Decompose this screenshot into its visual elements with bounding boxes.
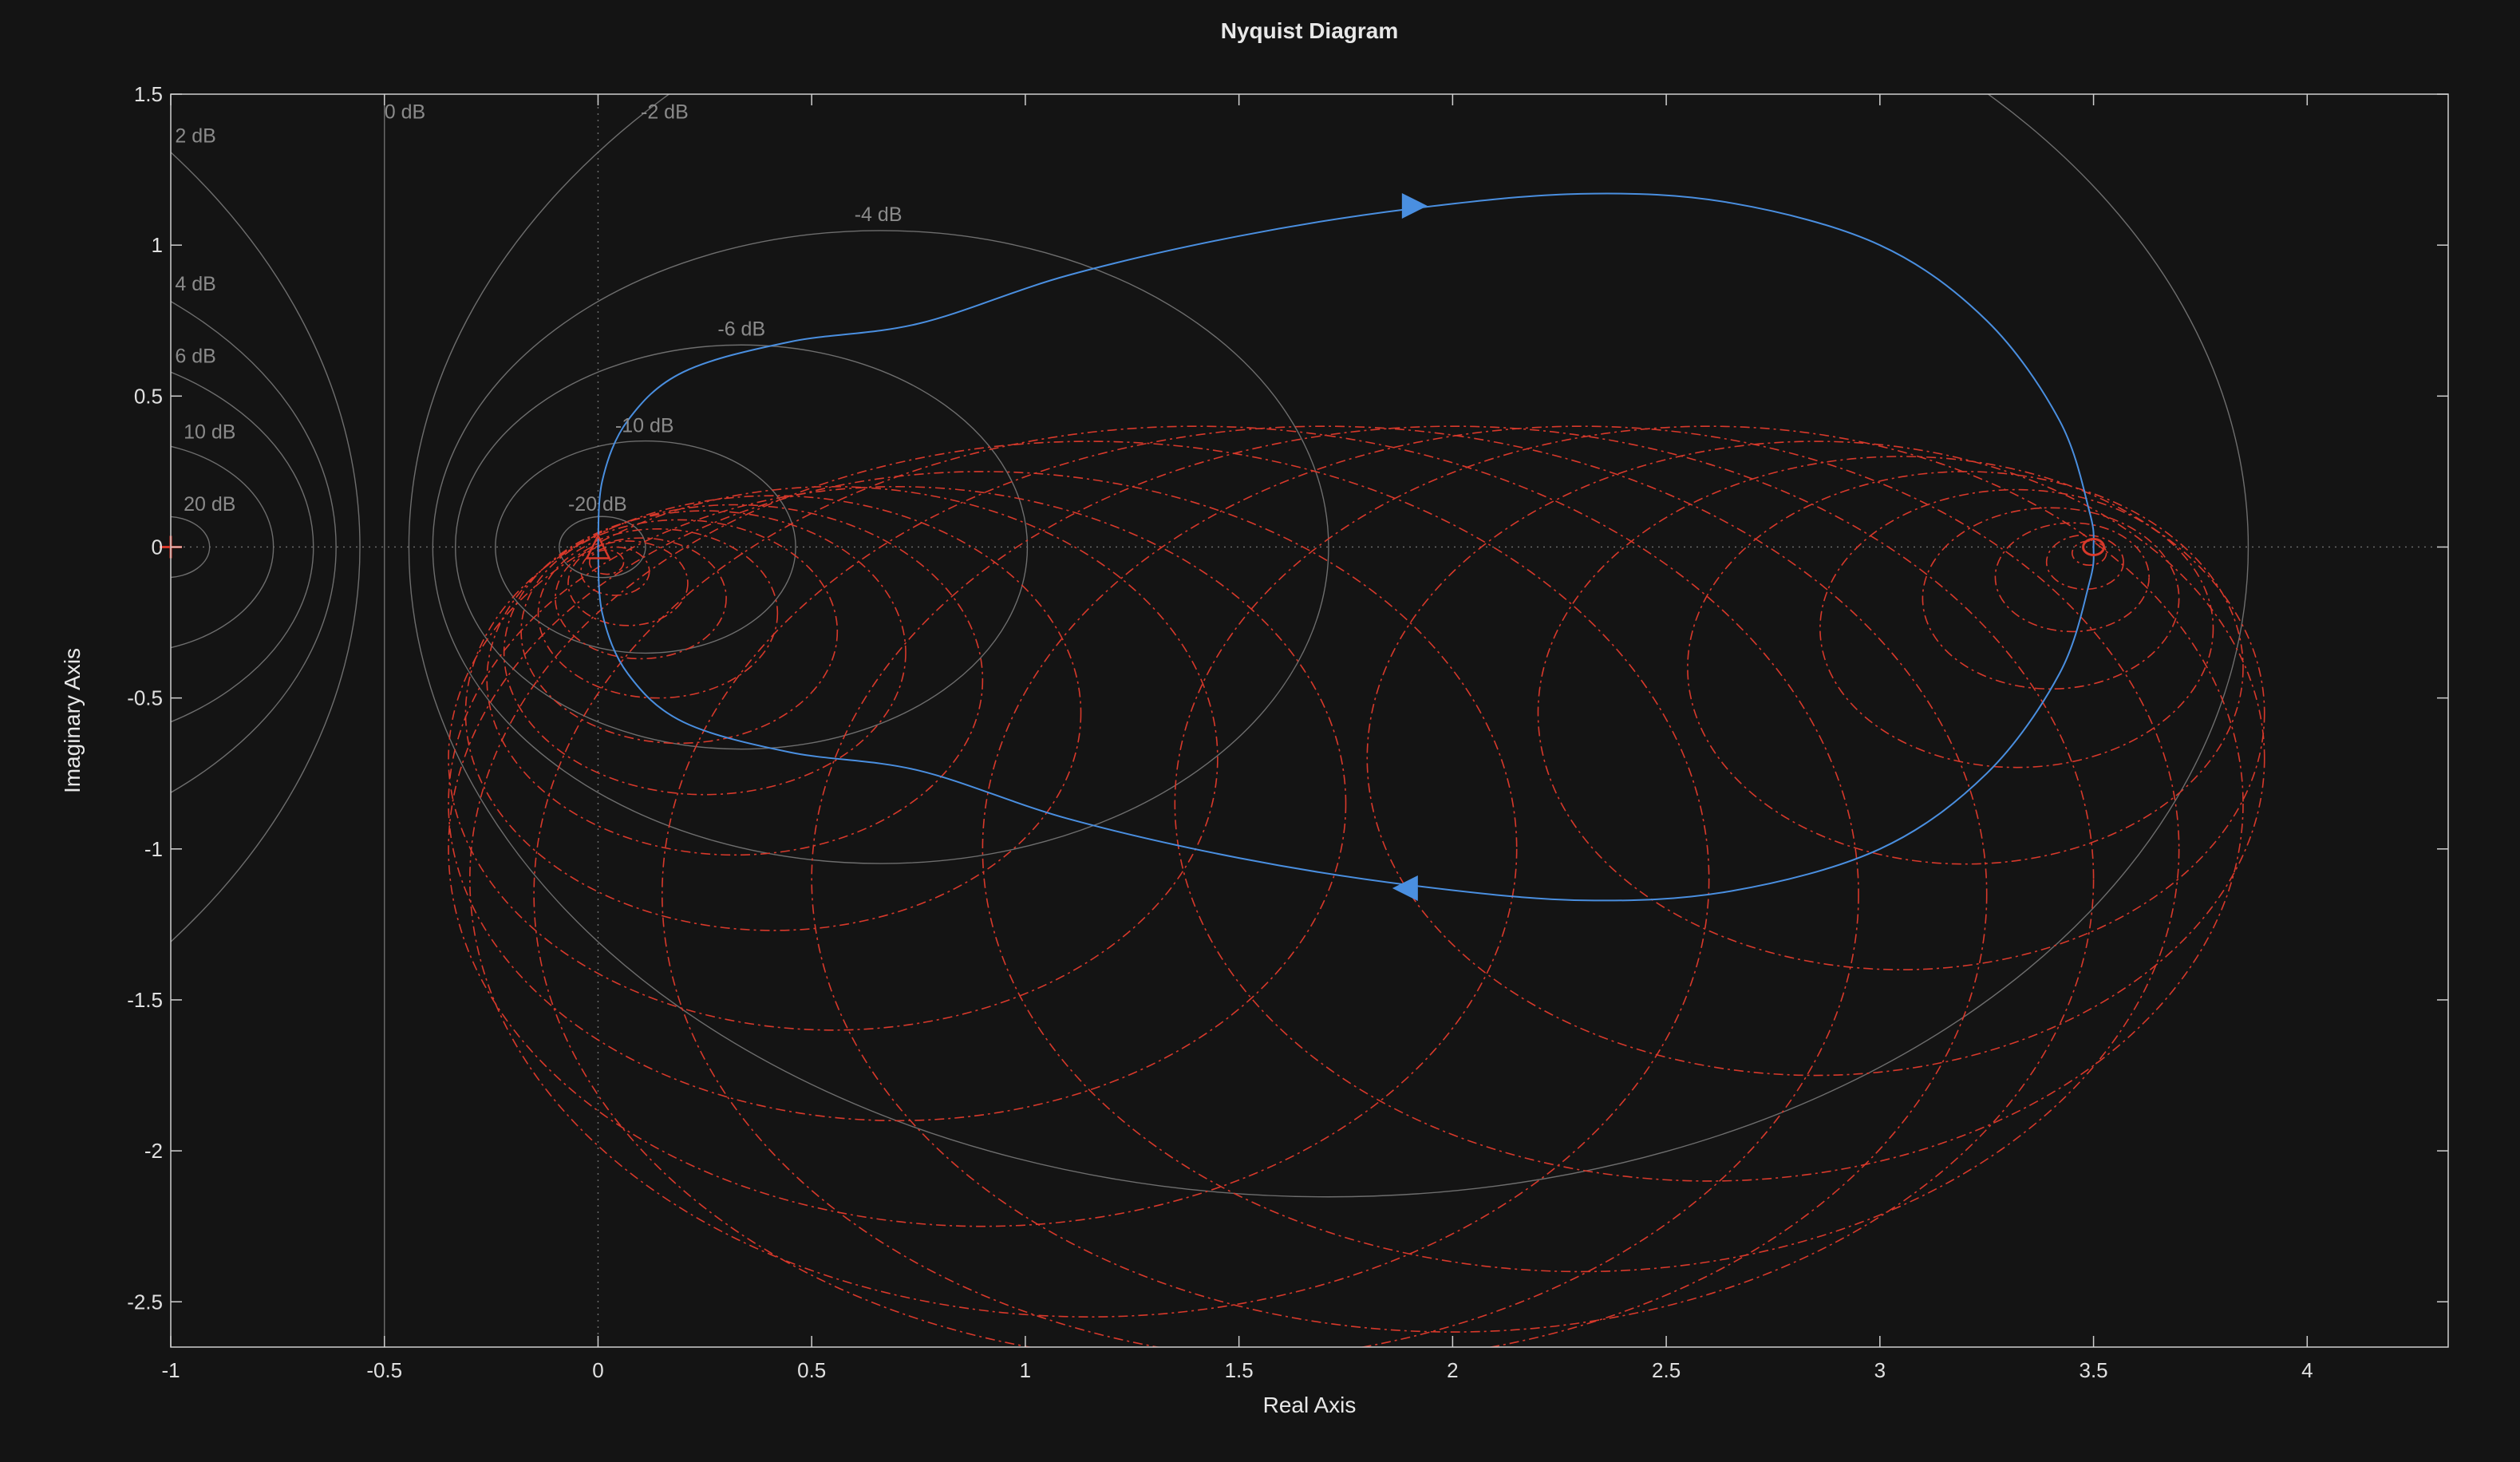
y-tick-label: 0.5 bbox=[134, 384, 163, 408]
m-circle--10db bbox=[495, 440, 796, 654]
y-tick-label: -0.5 bbox=[127, 686, 163, 710]
dashed-circle bbox=[588, 549, 625, 575]
nyquist-curve-layer bbox=[597, 192, 2095, 902]
y-tick-label: 1.5 bbox=[134, 82, 163, 106]
m-circle-2db bbox=[171, 152, 361, 942]
direction-arrow bbox=[1401, 192, 1428, 219]
m-circle-label: -2 dB bbox=[641, 101, 689, 123]
x-tick-label: 1 bbox=[1020, 1358, 1031, 1382]
pole-marker bbox=[2082, 537, 2106, 556]
dashed-circle bbox=[469, 441, 1710, 1318]
dashed-circle bbox=[1922, 507, 2180, 690]
m-circle--2db bbox=[409, 94, 2249, 1198]
y-tick-label: -1 bbox=[144, 837, 163, 861]
m-circle-label: 4 dB bbox=[175, 273, 215, 295]
y-tick-label: -2.5 bbox=[127, 1290, 163, 1314]
dashed-circle bbox=[503, 510, 906, 796]
dashed-circle bbox=[811, 425, 2095, 1333]
m-circle-label: 2 dB bbox=[175, 125, 215, 148]
x-tick-label: 3.5 bbox=[2079, 1358, 2107, 1382]
dashed-circle bbox=[464, 495, 1082, 931]
dashed-circle bbox=[1994, 522, 2150, 633]
tick-layer: -1 -0.5 0 0.5 1 1.5 2 2.5 3 3.5 4 1.5 1 0.5 0 -0.5 -1 -1.… bbox=[127, 82, 2448, 1382]
y-tick-label: -1.5 bbox=[127, 988, 163, 1012]
dashed-circle bbox=[1366, 441, 2265, 1077]
dashed-circle-layer bbox=[448, 425, 2265, 1347]
m-circle--20db bbox=[559, 516, 646, 579]
dashed-circle bbox=[567, 540, 689, 626]
m-circle-4db bbox=[171, 301, 337, 793]
zero-marker bbox=[585, 533, 611, 559]
plot-frame bbox=[170, 93, 2449, 1348]
x-tick-label: 3 bbox=[1874, 1358, 1886, 1382]
dashed-circle bbox=[2045, 534, 2124, 591]
m-circle-label: -4 dB bbox=[855, 203, 903, 226]
x-tick-label: 2 bbox=[1447, 1358, 1458, 1382]
dashed-circle bbox=[537, 528, 779, 699]
m-circle-label: -10 dB bbox=[615, 415, 674, 437]
x-tick-label: -1 bbox=[161, 1358, 180, 1382]
m-circle-6db bbox=[171, 371, 314, 723]
chart-title: Nyquist Diagram bbox=[1221, 18, 1399, 43]
grid-label-layer: 0 dB 2 dB -2 dB 4 dB -4 dB 6 dB -6 dB 10 dB -10 … bbox=[175, 101, 902, 516]
y-tick-label: 1 bbox=[152, 233, 163, 257]
x-tick-label: 0 bbox=[592, 1358, 603, 1382]
dashed-circle bbox=[533, 425, 1859, 1347]
x-tick-label: -0.5 bbox=[366, 1358, 402, 1382]
x-tick-label: 2.5 bbox=[1652, 1358, 1681, 1382]
y-axis-label: Imaginary Axis bbox=[60, 648, 85, 793]
m-circle-label: 0 dB bbox=[385, 101, 425, 123]
direction-arrow bbox=[1392, 875, 1418, 901]
m-circle-label: -20 dB bbox=[568, 493, 627, 516]
x-axis-label: Real Axis bbox=[1263, 1393, 1357, 1417]
dashed-circle bbox=[1537, 456, 2265, 970]
m-circle-label: 10 dB bbox=[184, 421, 235, 443]
grid-layer bbox=[171, 94, 2448, 1347]
dashed-circle bbox=[448, 471, 1518, 1227]
x-tick-label: 1.5 bbox=[1225, 1358, 1254, 1382]
m-circle-label: 20 dB bbox=[184, 493, 235, 516]
dashed-circle bbox=[662, 425, 1988, 1347]
dashed-circle bbox=[1819, 488, 2214, 769]
dashed-circle bbox=[448, 486, 1219, 1031]
y-tick-label: 0 bbox=[152, 535, 163, 559]
dashed-circle bbox=[1174, 425, 2244, 1182]
m-circle-label: -6 dB bbox=[717, 318, 765, 341]
nyquist-curve bbox=[597, 192, 2095, 902]
y-tick-label: -2 bbox=[144, 1139, 163, 1163]
dashed-circle bbox=[1687, 471, 2244, 865]
m-circle-label: 6 dB bbox=[175, 346, 215, 368]
dashed-circle bbox=[448, 486, 1347, 1122]
dashed-circle bbox=[982, 425, 2180, 1273]
dashed-circle bbox=[555, 537, 727, 660]
x-tick-label: 0.5 bbox=[797, 1358, 826, 1382]
x-tick-label: 4 bbox=[2301, 1358, 2313, 1382]
dashed-circle bbox=[486, 504, 984, 856]
